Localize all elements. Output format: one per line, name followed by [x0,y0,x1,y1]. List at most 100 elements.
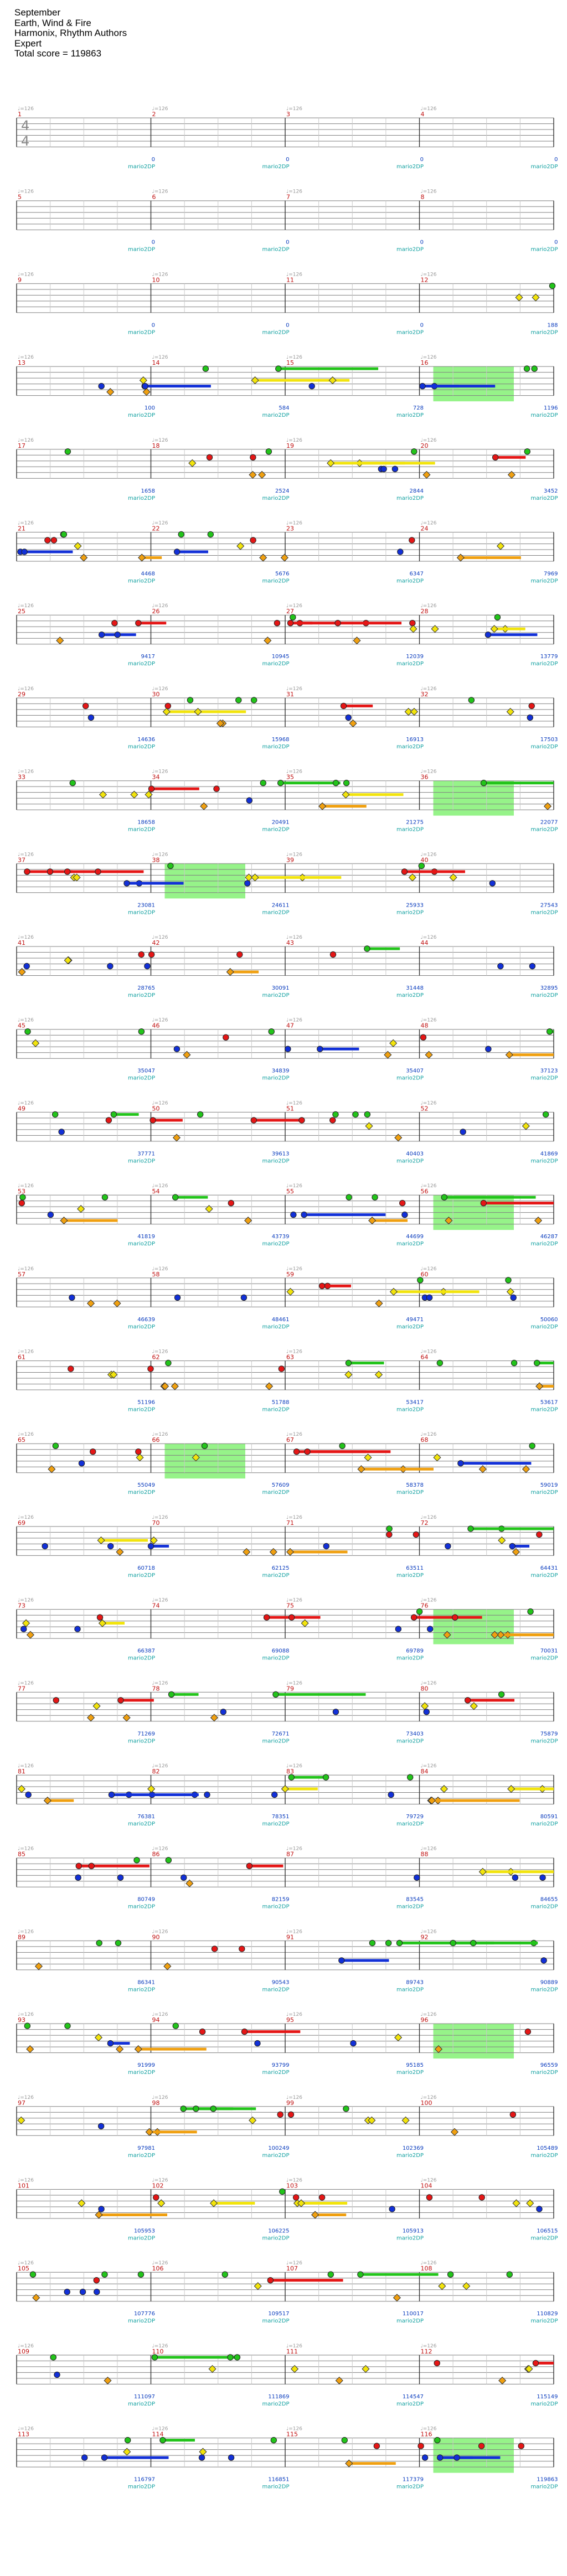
measure-number: 107 [286,2265,298,2272]
measure-score: 9417 [141,654,155,660]
note-gem [90,1449,96,1455]
staff-row: ♩=126109♩=126110♩=126111♩=126112111097ma… [16,2344,558,2407]
tempo-marker: ♩=126 [421,272,437,277]
note-gem [512,2199,520,2207]
measure-number: 45 [18,1022,25,1030]
tempo-marker: ♩=126 [152,521,168,526]
measure-number: 106 [152,2265,164,2272]
note-gem [44,537,51,544]
tempo-marker: ♩=126 [152,2344,168,2349]
sustain-bar [512,1544,530,1548]
note-gem [380,465,387,472]
measure-score: 73403 [406,1731,424,1737]
note-gem [420,1034,427,1041]
measure-number: 37 [18,856,25,863]
multiplier-label: mario2DP [262,578,290,584]
measure-number: 32 [421,691,429,698]
note-gem [64,956,72,965]
measure-number: 42 [152,939,160,946]
staff-row: ♩=12613♩=12614♩=12615♩=12616100mario2DP5… [16,355,558,418]
multiplier-label: mario2DP [396,1324,424,1330]
measure-score: 82159 [272,1897,290,1903]
measure-number: 7 [286,194,290,201]
sustain-bar [482,1870,554,1874]
multiplier-label: mario2DP [262,1075,290,1082]
measure-number: 103 [286,2182,298,2190]
note-gem [413,1531,420,1538]
sustain-bar [341,1959,389,1962]
note-gem [322,1774,329,1781]
measure-score: 89743 [406,1979,424,1985]
note-gem [167,862,174,870]
tempo-marker: ♩=126 [421,106,437,112]
note-gem [395,1626,402,1632]
sustain-bar [275,1693,366,1696]
note-gem [163,1962,172,1970]
multiplier-label: mario2DP [531,495,558,501]
multiplier-label: mario2DP [396,2401,424,2407]
note-gem [24,1028,31,1035]
multiplier-label: mario2DP [128,2153,155,2159]
note-gem [165,1359,172,1367]
note-gem [373,2443,380,2449]
multiplier-label: mario2DP [396,2318,424,2324]
note-gem [274,620,281,627]
sustain-bar [249,1864,284,1868]
multiplier-label: mario2DP [128,1573,155,1579]
multiplier-label: mario2DP [396,164,424,170]
measure-number: 57 [18,1271,25,1278]
note-gem [311,2211,319,2219]
measure-number: 108 [421,2265,432,2272]
multiplier-label: mario2DP [396,412,424,418]
note-gem [17,2116,25,2124]
measure-number: 79 [286,1685,294,1692]
measure-number: 98 [152,2099,160,2107]
note-gem [130,790,138,799]
sustain-bar [393,1290,480,1294]
measure-number: 24 [421,525,429,532]
multiplier-label: mario2DP [396,909,424,915]
note-gem [192,1453,200,1462]
note-gem [150,1536,158,1544]
note-gem [280,554,288,562]
note-gem [51,1111,59,1118]
note-gem [151,2354,158,2361]
note-gem [221,2271,228,2278]
multiplier-label: mario2DP [396,247,424,253]
note-gem [246,797,253,804]
measure-score: 0 [152,240,155,246]
sustain-bar [230,970,259,974]
note-gem [171,1382,179,1390]
note-gem [47,868,54,875]
measure-number: 56 [421,1188,429,1195]
multiplier-label: mario2DP [396,495,424,501]
multiplier-label: mario2DP [262,329,290,335]
note-gem [21,549,28,555]
measure-number: 54 [152,1188,160,1195]
note-gem [19,1194,26,1201]
sustain-bar [460,556,521,559]
tempo-marker: ♩=126 [421,686,437,692]
measure-score: 41819 [137,1234,155,1240]
sustain-bar [171,1693,199,1696]
note-gem [515,293,523,302]
sustain-bar [270,2279,343,2282]
sustain-bar [291,1776,324,1779]
sustain-bar [97,870,144,873]
measure-number: 3 [286,111,290,118]
note-gem [50,2354,57,2361]
measure-score: 0 [152,157,155,163]
tempo-marker: ♩=126 [421,1515,437,1520]
measure-score: 111097 [134,2394,155,2400]
note-gem [338,1957,345,1964]
note-gem [64,448,71,455]
note-gem [408,873,416,882]
note-gem [142,382,148,390]
tempo-marker: ♩=126 [286,935,302,940]
multiplier-label: mario2DP [262,992,290,999]
measure-number: 16 [421,359,429,366]
note-gem [123,2448,131,2456]
note-gem [117,1874,124,1881]
note-gem [123,880,130,887]
staff-row: ♩=12669♩=12670♩=12671♩=1267260718mario2D… [16,1515,558,1579]
